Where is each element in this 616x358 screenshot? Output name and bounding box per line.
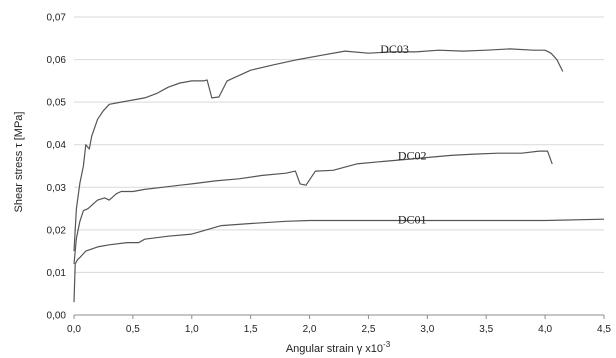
x-axis-title-exponent: -3 <box>383 340 391 349</box>
x-tick-label: 4,0 <box>538 324 552 335</box>
y-tick-label: 0,02 <box>47 225 67 236</box>
x-tick-label: 1,5 <box>244 324 258 335</box>
series-annotation-dc02: DC02 <box>398 149 427 163</box>
x-tick-label: 3,5 <box>479 324 493 335</box>
y-tick-label: 0,00 <box>47 311 67 322</box>
x-tick-label: 2,5 <box>361 324 375 335</box>
x-tick-label: 3,0 <box>420 324 434 335</box>
y-tick-label: 0,04 <box>47 140 67 151</box>
y-tick-label: 0,03 <box>47 183 67 194</box>
series-annotations: DC03 DC02 DC01 <box>380 42 426 226</box>
series-annotation-dc03: DC03 <box>380 42 409 56</box>
series-line-dc03 <box>73 48 564 252</box>
y-tick-label: 0,06 <box>47 55 67 66</box>
x-axis-title: Angular strain γ x10-3 <box>286 340 391 355</box>
x-tick-label: 2,0 <box>303 324 317 335</box>
data-series <box>73 48 605 303</box>
series-line-dc02 <box>73 150 553 264</box>
x-tick-label: 0,5 <box>126 324 140 335</box>
y-tick-label: 0,01 <box>47 268 67 279</box>
y-tick-label: 0,07 <box>47 13 67 24</box>
series-annotation-dc01: DC01 <box>398 212 427 226</box>
x-tick-label: 1,0 <box>185 324 199 335</box>
series-line-dc01 <box>73 218 605 303</box>
x-axis-title-main: Angular strain γ x10 <box>286 343 383 355</box>
tick-labels: 0,00 0,01 0,02 0,03 0,04 0,05 0,06 0,07 0,0 0,5 1,… <box>47 13 612 336</box>
x-tick-label: 0,0 <box>67 324 81 335</box>
x-tick-label: 4,5 <box>597 324 611 335</box>
gridlines <box>74 16 604 273</box>
y-tick-label: 0,05 <box>47 98 67 109</box>
y-axis-title: Shear stress τ [MPa] <box>13 112 25 213</box>
